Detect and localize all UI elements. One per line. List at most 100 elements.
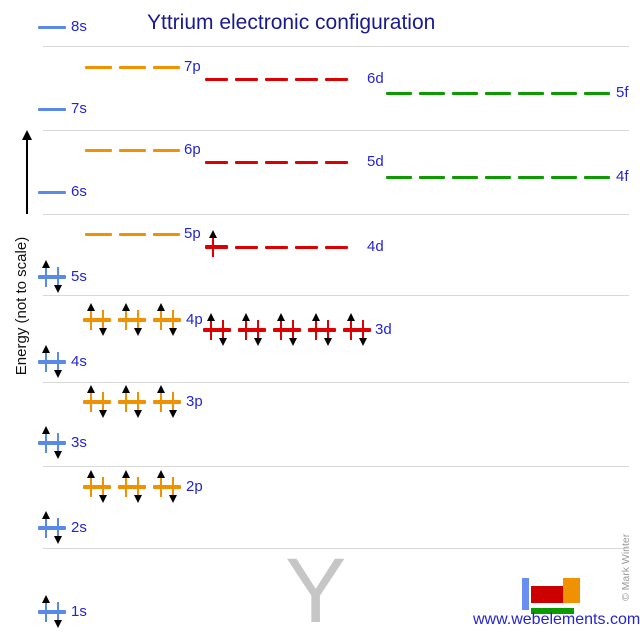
arrow-shaft bbox=[57, 518, 59, 536]
8s-orbital-line bbox=[38, 26, 66, 29]
arrowhead bbox=[54, 285, 62, 293]
arrow-shaft bbox=[137, 477, 139, 495]
4f-orbital-line bbox=[419, 176, 445, 179]
electron-down-arrow bbox=[99, 310, 107, 336]
4d-orbital-line bbox=[295, 246, 318, 249]
3s-orbital-label: 3s bbox=[71, 434, 87, 451]
arrow-shaft bbox=[137, 310, 139, 328]
arrowhead bbox=[42, 260, 50, 268]
electron-up-arrow bbox=[42, 260, 50, 287]
5f-orbital-line bbox=[551, 92, 577, 95]
arrowhead bbox=[277, 313, 285, 321]
6d-orbital-line bbox=[295, 78, 318, 81]
7p-orbital-label: 7p bbox=[184, 58, 201, 75]
arrowhead bbox=[207, 313, 215, 321]
electron-up-arrow bbox=[122, 385, 130, 412]
arrow-shaft bbox=[292, 320, 294, 338]
arrowhead bbox=[122, 303, 130, 311]
4s-orbital-line bbox=[38, 360, 66, 364]
arrowhead bbox=[54, 370, 62, 378]
electron-up-arrow bbox=[87, 303, 95, 330]
electron-down-arrow bbox=[54, 267, 62, 293]
arrow-shaft bbox=[212, 238, 214, 257]
5d-orbital-line bbox=[325, 161, 348, 164]
5d-orbital-line bbox=[235, 161, 258, 164]
4f-orbital-line bbox=[551, 176, 577, 179]
electron-down-arrow bbox=[54, 518, 62, 544]
arrow-shaft bbox=[102, 310, 104, 328]
electron-down-arrow bbox=[219, 320, 227, 346]
arrowhead bbox=[87, 470, 95, 478]
shell-separator-line bbox=[43, 130, 629, 131]
arrowhead bbox=[42, 511, 50, 519]
arrowhead bbox=[134, 495, 142, 503]
electron-up-arrow bbox=[122, 303, 130, 330]
2s-orbital-label: 2s bbox=[71, 519, 87, 536]
electron-up-arrow bbox=[157, 385, 165, 412]
logo-f-block bbox=[531, 608, 574, 614]
arrowhead bbox=[157, 470, 165, 478]
3d-orbital-line bbox=[273, 328, 301, 332]
4f-orbital-line bbox=[584, 176, 610, 179]
5f-orbital-line bbox=[485, 92, 511, 95]
electron-up-arrow bbox=[277, 313, 285, 340]
arrowhead bbox=[54, 451, 62, 459]
arrow-shaft bbox=[350, 321, 352, 340]
arrow-shaft bbox=[57, 267, 59, 285]
4d-orbital-line bbox=[235, 246, 258, 249]
electron-down-arrow bbox=[54, 352, 62, 378]
webelements-logo[interactable] bbox=[520, 576, 584, 616]
arrowhead bbox=[134, 410, 142, 418]
arrowhead bbox=[87, 385, 95, 393]
arrow-shaft bbox=[160, 478, 162, 497]
5f-orbital-line bbox=[419, 92, 445, 95]
arrow-shaft bbox=[45, 353, 47, 372]
arrow-shaft bbox=[245, 321, 247, 340]
4f-orbital-line bbox=[485, 176, 511, 179]
4s-orbital-label: 4s bbox=[71, 353, 87, 370]
logo-p-block bbox=[563, 578, 580, 603]
electron-down-arrow bbox=[169, 392, 177, 418]
arrow-shaft bbox=[45, 268, 47, 287]
6p-orbital-line bbox=[119, 149, 146, 152]
electron-up-arrow bbox=[42, 345, 50, 372]
1s-orbital-label: 1s bbox=[71, 603, 87, 620]
webelements-link[interactable]: www.webelements.com bbox=[473, 611, 640, 628]
arrowhead bbox=[87, 303, 95, 311]
5d-orbital-line bbox=[205, 161, 228, 164]
electron-down-arrow bbox=[134, 310, 142, 336]
arrow-shaft bbox=[57, 433, 59, 451]
electron-down-arrow bbox=[324, 320, 332, 346]
6d-orbital-line bbox=[325, 78, 348, 81]
8s-orbital-label: 8s bbox=[71, 18, 87, 35]
4p-orbital-line bbox=[153, 318, 181, 322]
arrowhead bbox=[99, 410, 107, 418]
arrow-shaft bbox=[210, 321, 212, 340]
arrow-shaft bbox=[280, 321, 282, 340]
shell-separator-line bbox=[43, 548, 629, 549]
6s-orbital-label: 6s bbox=[71, 183, 87, 200]
3d-orbital-line bbox=[343, 328, 371, 332]
5f-orbital-line bbox=[584, 92, 610, 95]
arrow-shaft bbox=[137, 392, 139, 410]
4f-orbital-line bbox=[386, 176, 412, 179]
electron-up-arrow bbox=[242, 313, 250, 340]
7p-orbital-line bbox=[85, 66, 112, 69]
5f-orbital-line bbox=[518, 92, 544, 95]
3d-orbital-line bbox=[203, 328, 231, 332]
arrow-shaft bbox=[125, 478, 127, 497]
5p-orbital-line bbox=[119, 233, 146, 236]
arrowhead bbox=[42, 345, 50, 353]
arrow-shaft bbox=[102, 392, 104, 410]
shell-separator-line bbox=[43, 466, 629, 467]
electron-up-arrow bbox=[209, 230, 217, 257]
3d-orbital-line bbox=[238, 328, 266, 332]
energy-axis-arrow-icon bbox=[22, 130, 32, 140]
electron-down-arrow bbox=[99, 477, 107, 503]
arrow-shaft bbox=[45, 519, 47, 538]
arrowhead bbox=[42, 426, 50, 434]
2p-orbital-label: 2p bbox=[186, 478, 203, 495]
6s-orbital-line bbox=[38, 191, 66, 194]
arrowhead bbox=[312, 313, 320, 321]
4p-orbital-line bbox=[83, 318, 111, 322]
